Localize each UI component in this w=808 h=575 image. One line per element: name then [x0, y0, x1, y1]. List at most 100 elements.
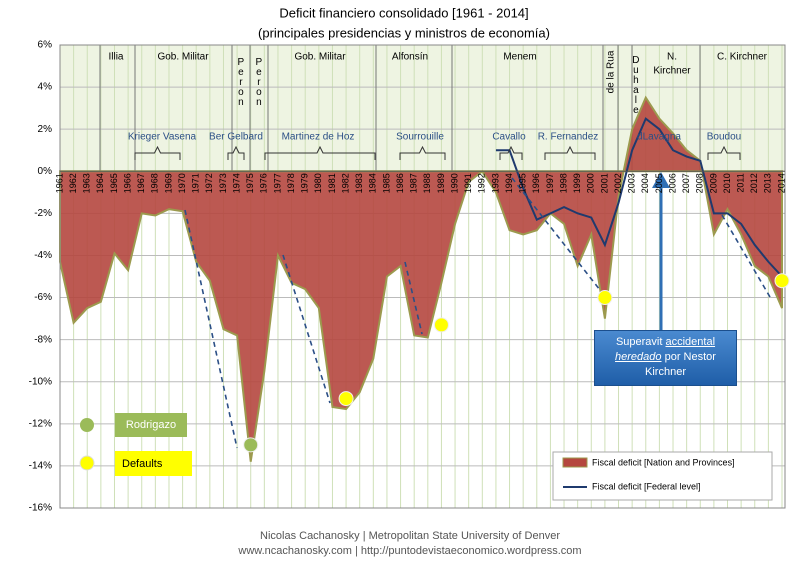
x-tick-label: 1988 [422, 173, 432, 193]
minister-label: Krieger Vasena [128, 132, 197, 143]
presidency-label: Alfonsín [392, 52, 428, 63]
x-tick-label: 2012 [749, 173, 759, 193]
area [59, 95, 783, 462]
x-tick-label: 2013 [763, 173, 773, 193]
minister-brace [707, 145, 741, 160]
x-tick-label: 1979 [300, 173, 310, 193]
x-tick-label: 1970 [177, 173, 187, 193]
x-tick-label: 1980 [313, 173, 323, 193]
annotation-text: Superavit [615, 336, 663, 348]
x-tick-label: 1991 [463, 173, 473, 193]
x-tick-label: 1997 [545, 173, 555, 193]
x-tick-label: 1990 [449, 173, 459, 193]
minister-brace [544, 145, 596, 160]
x-tick-label: 1984 [368, 173, 378, 193]
x-tick-label: 1981 [327, 173, 337, 193]
minister-label: Martinez de Hoz [282, 132, 355, 143]
footer: Nicolas Cachanosky | Metropolitan State … [260, 530, 560, 542]
x-tick-label: 1966 [122, 173, 132, 193]
x-tick-label: 1965 [109, 173, 119, 193]
x-tick-label: 1976 [259, 173, 269, 193]
subtitle: (principales presidencias y ministros de… [258, 25, 550, 40]
annotation-text: accidental [665, 336, 716, 348]
footer: www.ncachanosky.com | http://puntodevist… [237, 545, 581, 557]
annotation-text: por Nestor [664, 351, 716, 363]
x-tick-label: 1987 [409, 173, 419, 193]
x-tick-label: 2001 [599, 173, 609, 193]
minister-brace [227, 145, 245, 160]
presidency-label: Peron [235, 57, 246, 107]
legend-box [115, 413, 187, 437]
y-tick-label: 4% [38, 82, 53, 93]
x-tick-label: 2006 [667, 173, 677, 193]
x-tick-label: 1995 [518, 173, 528, 193]
minister-label: R. Fernandez [538, 132, 599, 143]
presidency-label: Duhale [630, 55, 641, 115]
annotation: Superavit accidental heredado por Nestor K… [594, 330, 737, 386]
minister-label: Ber Gelbard [209, 132, 263, 143]
x-tick-label: 1996 [531, 173, 541, 193]
x-tick-label: 2005 [654, 173, 664, 193]
presidency-label: Gob. Militar [294, 52, 346, 63]
minister-brace [399, 145, 446, 160]
x-tick-label: 1993 [490, 173, 500, 193]
legend-marker [80, 418, 94, 432]
default-point [597, 290, 613, 306]
x-tick-label: 1962 [68, 173, 78, 193]
y-tick-label: 6% [38, 40, 53, 51]
presidency-label: de la Rua [606, 50, 617, 93]
minister-label: Sourrouille [396, 132, 444, 143]
presidency-label: Gob. Militar [157, 52, 209, 63]
x-tick-label: 1994 [504, 173, 514, 193]
rodrigazo-point [243, 437, 259, 453]
note-arrowhead [652, 172, 670, 188]
legend-label: Rodrigazo [126, 419, 176, 431]
default-point [338, 391, 354, 407]
x-tick-label: 1999 [572, 173, 582, 193]
presidency-label: Illia [108, 52, 123, 63]
y-tick-label: 2% [38, 124, 53, 135]
legend-label: Fiscal deficit [Federal level] [592, 481, 701, 491]
trend-arrows [184, 177, 771, 449]
title: Deficit financiero consolidado [1961 - 2… [279, 5, 528, 20]
legend-label: Defaults [122, 458, 163, 470]
x-tick-label: 1975 [245, 173, 255, 193]
y-tick-label: 0% [38, 166, 53, 177]
legend-swatch [562, 457, 588, 468]
x-tick-label: 1973 [218, 173, 228, 193]
y-tick-label: -14% [29, 461, 52, 472]
x-tick-label: 2014 [776, 173, 786, 193]
x-tick-label: 1977 [272, 173, 282, 193]
presidency-label: Peron [253, 57, 264, 107]
y-tick-label: -8% [34, 334, 52, 345]
x-tick-label: 1992 [477, 173, 487, 193]
legend [552, 451, 773, 501]
x-tick-label: 1963 [82, 173, 92, 193]
minister-label: Cavallo [492, 132, 526, 143]
x-tick-label: 1974 [231, 173, 241, 193]
x-tick-label: 1972 [204, 173, 214, 193]
x-tick-label: 1967 [136, 173, 146, 193]
minister-brace [264, 145, 376, 160]
x-tick-label: 1989 [436, 173, 446, 193]
legend-box [115, 451, 192, 476]
y-tick-label: -6% [34, 292, 52, 303]
y-tick-label: -2% [34, 208, 52, 219]
x-tick-label: 2009 [708, 173, 718, 193]
x-tick-label: 2010 [722, 173, 732, 193]
x-tick-label: 1985 [381, 173, 391, 193]
x-tick-label: 2011 [736, 173, 746, 192]
x-tick-label: 1961 [54, 173, 64, 193]
y-tick-label: -10% [29, 376, 52, 387]
legend-label: Fiscal deficit [Nation and Provinces] [592, 457, 735, 467]
presidency-label: Menem [503, 52, 536, 63]
minister-label: Boudou [707, 132, 741, 143]
x-tick-label: 2008 [695, 173, 705, 193]
x-tick-label: 1978 [286, 173, 296, 193]
default-point [433, 317, 449, 333]
default-point [774, 273, 790, 289]
minister-brace [134, 145, 181, 160]
x-tick-label: 1969 [163, 173, 173, 193]
x-tick-label: 2000 [586, 173, 596, 193]
